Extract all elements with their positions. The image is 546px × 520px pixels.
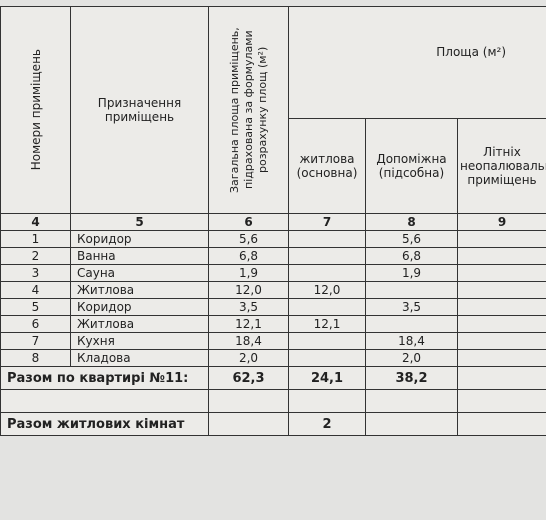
purpose-header: Призначення приміщень — [70, 6, 209, 214]
room-purpose: Кухня — [70, 332, 209, 350]
room-summer-area — [457, 332, 546, 350]
room-summer-area — [457, 264, 546, 282]
column-number: 5 — [70, 213, 209, 231]
room-auxiliary-area: 5,6 — [365, 230, 458, 248]
room-living-area — [288, 332, 366, 350]
room-total-area: 3,5 — [208, 298, 289, 316]
rooms-no-text: Номери приміщень — [28, 49, 43, 171]
room-number: 1 — [0, 230, 71, 248]
room-purpose: Коридор — [70, 298, 209, 316]
room-summer-area — [457, 315, 546, 333]
cell — [208, 389, 289, 413]
area-header: Площа (м²) — [288, 6, 546, 119]
room-number: 3 — [0, 264, 71, 282]
cell — [365, 389, 458, 413]
column-number: 9 — [457, 213, 546, 231]
blank-row — [0, 389, 546, 413]
room-auxiliary-area: 1,9 — [365, 264, 458, 282]
room-row: 5 Коридор 3,5 3,5 — [0, 298, 546, 316]
room-total-area: 5,6 — [208, 230, 289, 248]
column-number: 4 — [0, 213, 71, 231]
totals-row: Разом по квартирі №11: 62,3 24,1 38,2 — [0, 366, 546, 390]
living-rooms-row: Разом житлових кімнат 2 — [0, 412, 546, 436]
room-number: 7 — [0, 332, 71, 350]
room-row: 4 Житлова 12,0 12,0 — [0, 281, 546, 299]
room-total-area: 6,8 — [208, 247, 289, 265]
room-living-area — [288, 298, 366, 316]
room-summer-area — [457, 247, 546, 265]
auxiliary-header: Допоміжна (підсобна) — [365, 118, 458, 214]
column-number: 8 — [365, 213, 458, 231]
room-purpose: Сауна — [70, 264, 209, 282]
room-purpose: Кладова — [70, 349, 209, 367]
room-row: 7 Кухня 18,4 18,4 — [0, 332, 546, 350]
room-living-area — [288, 264, 366, 282]
room-living-area — [288, 230, 366, 248]
room-total-area: 1,9 — [208, 264, 289, 282]
totals-living: 24,1 — [288, 366, 366, 390]
room-number: 2 — [0, 247, 71, 265]
room-row: 1 Коридор 5,6 5,6 — [0, 230, 546, 248]
room-living-area: 12,1 — [288, 315, 366, 333]
room-total-area: 2,0 — [208, 349, 289, 367]
living-header: житлова (основна) — [288, 118, 366, 214]
room-total-area: 18,4 — [208, 332, 289, 350]
room-auxiliary-area: 3,5 — [365, 298, 458, 316]
room-number: 8 — [0, 349, 71, 367]
room-purpose: Ванна — [70, 247, 209, 265]
room-total-area: 12,1 — [208, 315, 289, 333]
totals-area: 62,3 — [208, 366, 289, 390]
room-row: 6 Житлова 12,1 12,1 — [0, 315, 546, 333]
column-number: 7 — [288, 213, 366, 231]
rooms-no-header: Номери приміщень — [0, 6, 71, 214]
room-number: 4 — [0, 281, 71, 299]
totals-auxiliary: 38,2 — [365, 366, 458, 390]
room-row: 3 Сауна 1,9 1,9 — [0, 264, 546, 282]
cell — [0, 389, 209, 413]
cell — [457, 366, 546, 390]
cell — [457, 389, 546, 413]
cell — [365, 412, 458, 436]
room-auxiliary-area: 2,0 — [365, 349, 458, 367]
room-number: 5 — [0, 298, 71, 316]
area-table: Номери приміщень Призначення приміщень З… — [0, 6, 546, 436]
total-area-header: Загальна площа приміщень, підрахована за… — [208, 6, 289, 214]
room-row: 2 Ванна 6,8 6,8 — [0, 247, 546, 265]
living-rooms-label: Разом житлових кімнат — [0, 412, 209, 436]
room-auxiliary-area: 18,4 — [365, 332, 458, 350]
room-auxiliary-area: 6,8 — [365, 247, 458, 265]
room-auxiliary-area — [365, 281, 458, 299]
room-summer-area — [457, 230, 546, 248]
room-living-area — [288, 247, 366, 265]
table-body: 1 Коридор 5,6 5,6 2 Ванна 6,8 6,8 3 Сауна 1,9 1,9 4 Ж… — [0, 230, 546, 367]
room-row: 8 Кладова 2,0 2,0 — [0, 349, 546, 367]
cell — [288, 389, 366, 413]
room-summer-area — [457, 281, 546, 299]
summer-header: Літніх неопалювальних приміщень — [457, 118, 546, 214]
room-living-area — [288, 349, 366, 367]
column-number: 6 — [208, 213, 289, 231]
room-number: 6 — [0, 315, 71, 333]
cell — [208, 412, 289, 436]
room-summer-area — [457, 298, 546, 316]
room-living-area: 12,0 — [288, 281, 366, 299]
room-auxiliary-area — [365, 315, 458, 333]
cell — [457, 412, 546, 436]
room-purpose: Житлова — [70, 281, 209, 299]
room-purpose: Коридор — [70, 230, 209, 248]
total-area-text: Загальна площа приміщень, підрахована за… — [227, 27, 269, 193]
living-rooms-count: 2 — [288, 412, 366, 436]
totals-label: Разом по квартирі №11: — [0, 366, 209, 390]
room-summer-area — [457, 349, 546, 367]
room-purpose: Житлова — [70, 315, 209, 333]
room-total-area: 12,0 — [208, 281, 289, 299]
